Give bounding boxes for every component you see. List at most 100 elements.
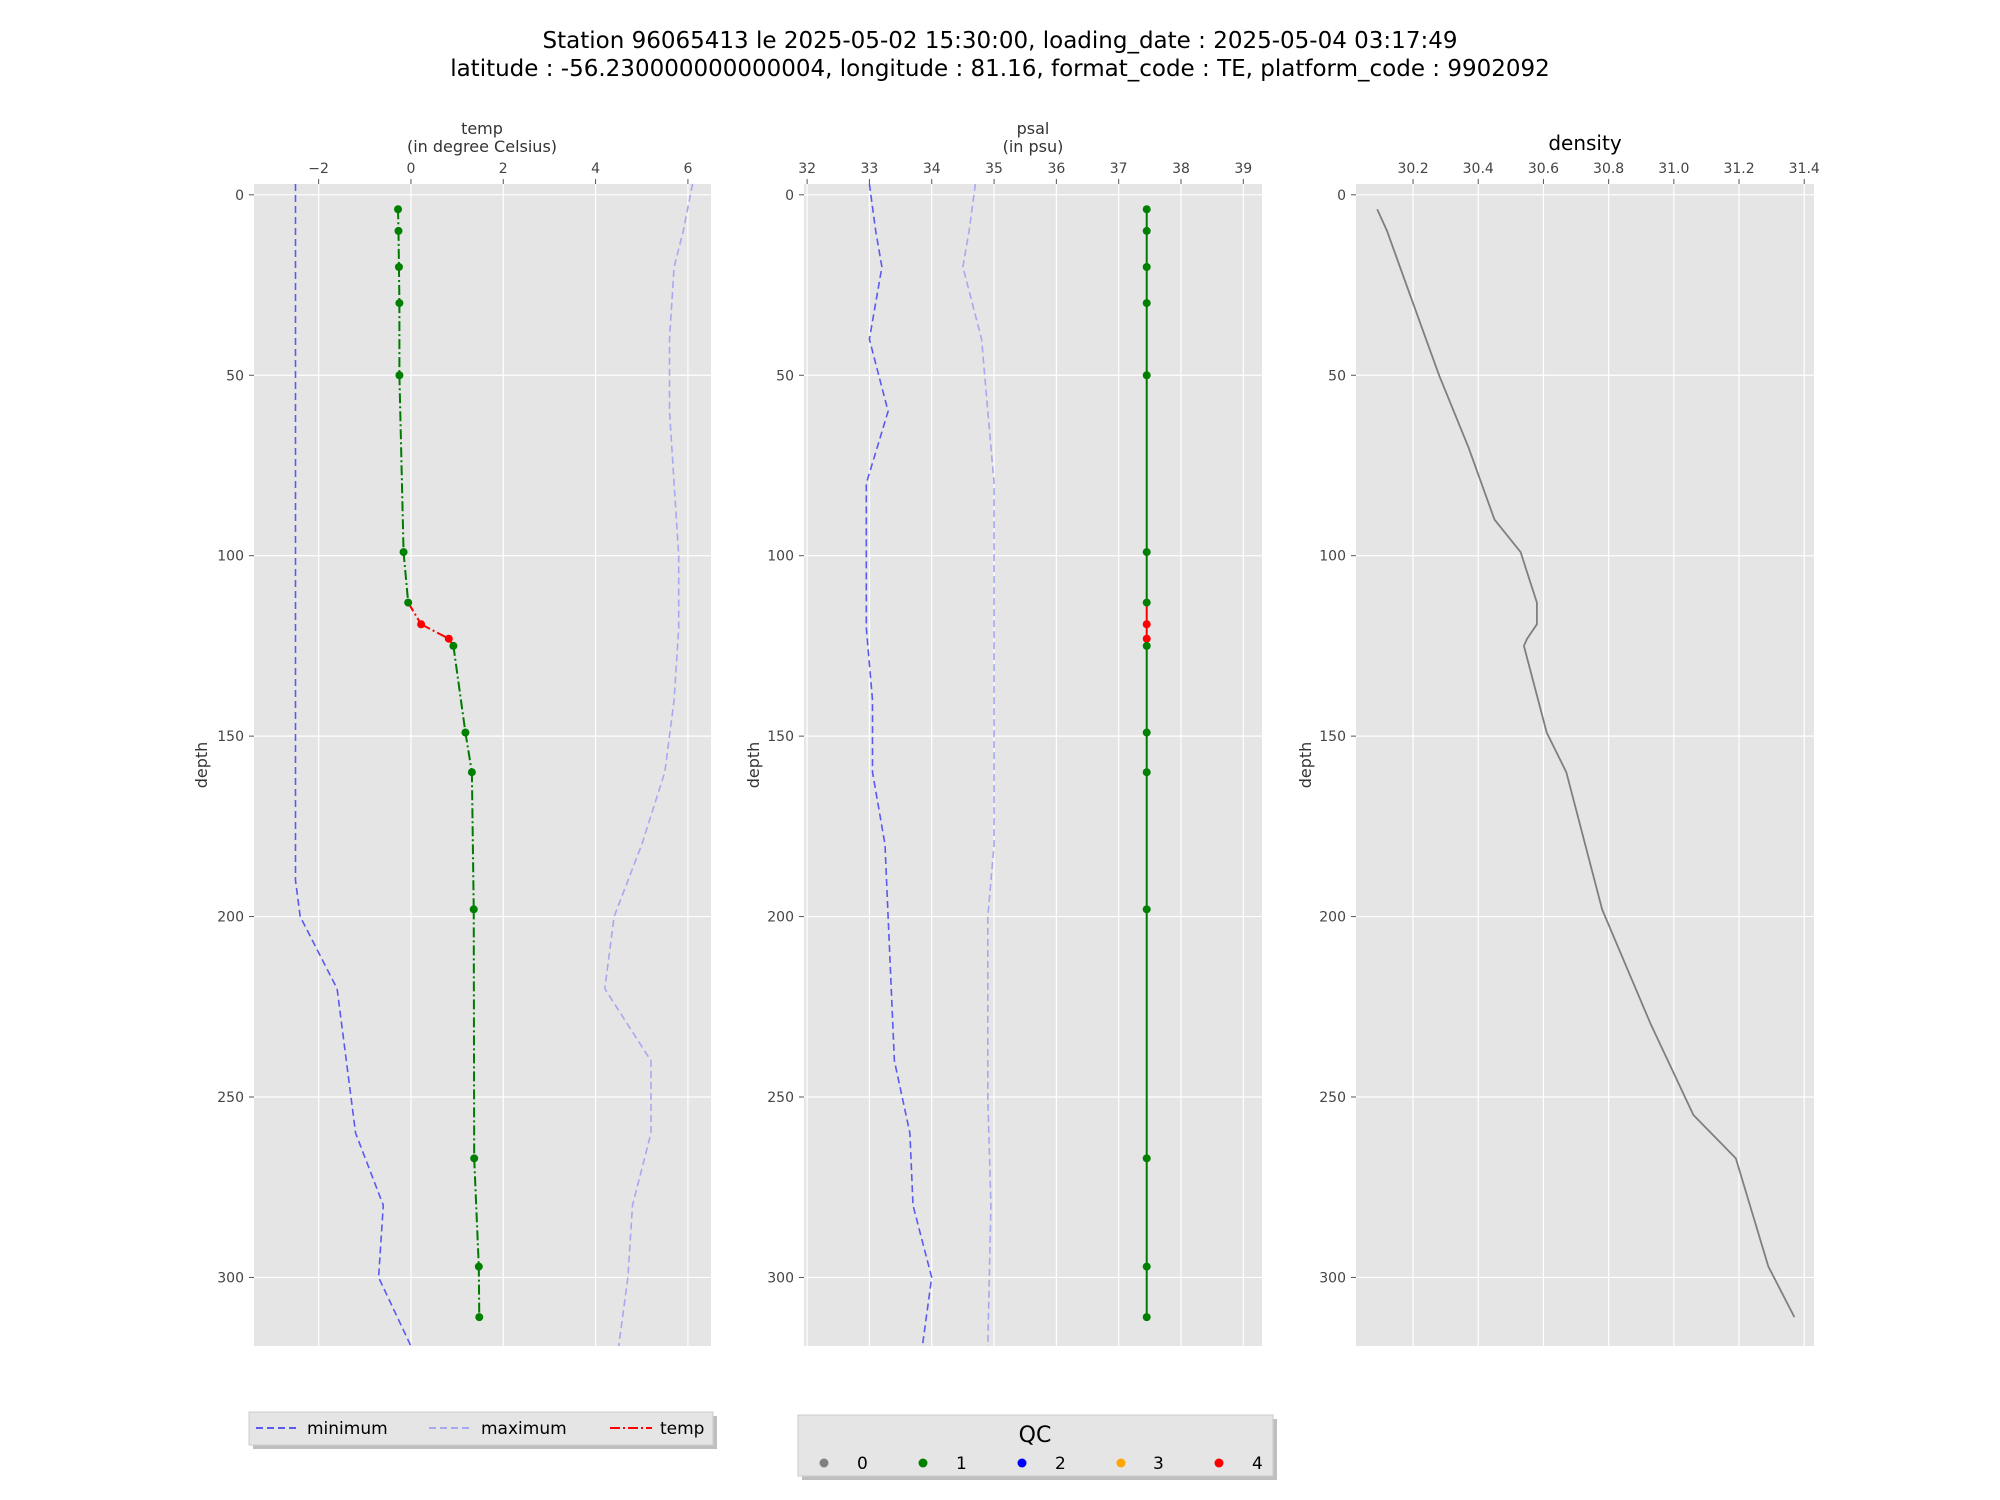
temp-profile-point	[474, 1262, 483, 1271]
density-xtick-label: 30.2	[1397, 161, 1428, 177]
psal-xtick-label: 32	[798, 161, 816, 177]
density-ytick-label: 50	[1328, 368, 1346, 384]
psal-ytick-label: 150	[767, 729, 794, 745]
temp-xtick-label: 2	[499, 161, 508, 177]
psal-ytick-label: 50	[776, 368, 794, 384]
temp-panel-background	[254, 184, 711, 1346]
psal-xtick-label: 37	[1110, 161, 1128, 177]
psal-ytick-label: 0	[785, 188, 794, 204]
temp-profile-segment	[407, 602, 422, 625]
psal-panel-series	[865, 183, 1151, 1347]
psal-profile-point	[1142, 263, 1151, 271]
psal-profile-point	[1142, 1313, 1151, 1322]
temp-profile-segment	[470, 772, 475, 910]
temp-profile-point	[395, 299, 404, 308]
density-depth-label: depth	[1296, 742, 1315, 789]
psal-depth-label: depth	[744, 742, 763, 789]
density-xtick-label: 31.2	[1723, 161, 1754, 177]
legend-temp-label: temp	[660, 1419, 704, 1439]
temp-panel-grid	[254, 184, 711, 1346]
qc-legend: QC 0 1 2 3 4	[797, 1414, 1277, 1480]
temp-profile-point	[404, 598, 413, 607]
psal-xtick-label: 35	[985, 161, 1003, 177]
qc-1-marker	[918, 1458, 928, 1468]
psal-panel-background	[804, 184, 1262, 1346]
psal-xtick-label: 39	[1234, 161, 1252, 177]
density-ytick-label: 150	[1319, 729, 1346, 745]
temp-profile-point	[444, 634, 453, 643]
temp-profile-segment	[452, 645, 467, 733]
density-ytick-label: 0	[1337, 188, 1346, 204]
density-panel-background	[1356, 184, 1814, 1346]
psal-profile-point	[1142, 226, 1151, 235]
figure-title-line2: latitude : -56.230000000000004, longitud…	[450, 56, 1550, 82]
temp-profile-segment	[402, 551, 410, 603]
psal-panel-ticks: 32 33 34 35 36 37 38 39 0 50 100 150 200 250 300	[767, 161, 1252, 1286]
temp-panel-series	[294, 183, 694, 1347]
temp-panel: −2 0 2 4 6 0 50 100 150 200 250 300 temp (in degree…	[192, 119, 711, 1347]
temp-xtick-label: −2	[308, 161, 329, 177]
qc-4-marker	[1214, 1458, 1224, 1468]
temp-profile-segment	[420, 623, 450, 640]
psal-profile-point	[1142, 371, 1151, 380]
psal-profile-point	[1142, 620, 1151, 629]
temp-profile-point	[467, 768, 476, 777]
temp-axis-unit: (in degree Celsius)	[407, 137, 557, 156]
qc-0-marker	[819, 1458, 829, 1468]
psal-profile-point	[1142, 1154, 1151, 1163]
density-xtick-label: 31.0	[1658, 161, 1689, 177]
psal-axis-unit: (in psu)	[1003, 137, 1064, 156]
psal-xtick-label: 38	[1172, 161, 1190, 177]
temp-ytick-label: 0	[235, 188, 244, 204]
density-xtick-label: 30.8	[1593, 161, 1624, 177]
psal-profile-point	[1142, 205, 1151, 214]
psal-xtick-label: 36	[1047, 161, 1065, 177]
density-xtick-label: 31.4	[1789, 161, 1820, 177]
psal-xtick-label: 33	[861, 161, 879, 177]
qc-3-marker	[1116, 1458, 1126, 1468]
density-panel: 30.2 30.4 30.6 30.8 31.0 31.2 31.4 0 50 100 150 200…	[1296, 131, 1820, 1346]
temp-ytick-label: 200	[217, 910, 244, 926]
qc-2-marker	[1017, 1458, 1027, 1468]
psal-ytick-label: 100	[767, 549, 794, 565]
density-xtick-label: 30.4	[1463, 161, 1494, 177]
line-legend: minimum maximum temp	[248, 1411, 717, 1449]
qc-legend-title: QC	[1019, 1423, 1052, 1448]
legend-minimum-label: minimum	[307, 1419, 388, 1439]
temp-profile-segment	[464, 732, 473, 773]
qc-4-label: 4	[1252, 1454, 1263, 1474]
temp-axis-label: temp	[461, 119, 503, 138]
temp-profile-point	[394, 226, 403, 235]
temp-xtick-label: 6	[683, 161, 692, 177]
psal-minimum-line	[865, 183, 933, 1347]
density-panel-series	[1376, 208, 1796, 1318]
temp-xtick-label: 4	[591, 161, 600, 177]
qc-0-label: 0	[857, 1454, 868, 1474]
temp-profile-point	[470, 1154, 479, 1163]
psal-profile-point	[1142, 768, 1151, 777]
temp-ytick-label: 150	[217, 729, 244, 745]
psal-ytick-label: 250	[767, 1090, 794, 1106]
temp-profile-point	[394, 263, 403, 271]
psal-profile-point	[1142, 905, 1151, 914]
temp-ytick-label: 250	[217, 1090, 244, 1106]
density-ytick-label: 200	[1319, 910, 1346, 926]
temp-profile-point	[417, 620, 426, 629]
temp-profile-point	[461, 728, 470, 737]
psal-axis-label: psal	[1017, 119, 1050, 138]
temp-maximum-line	[603, 183, 694, 1347]
psal-xtick-label: 34	[923, 161, 941, 177]
density-panel-title: density	[1548, 131, 1621, 155]
psal-profile-point	[1142, 598, 1151, 607]
temp-profile-point	[449, 641, 458, 650]
temp-panel-ticks: −2 0 2 4 6 0 50 100 150 200 250 300	[217, 161, 692, 1286]
temp-minimum-line	[294, 184, 412, 1347]
density-panel-grid	[1356, 184, 1814, 1346]
density-ytick-label: 250	[1319, 1090, 1346, 1106]
qc-2-label: 2	[1055, 1454, 1066, 1474]
temp-xtick-label: 0	[406, 161, 415, 177]
psal-profile-point	[1142, 548, 1151, 557]
psal-profile-point	[1142, 299, 1151, 308]
